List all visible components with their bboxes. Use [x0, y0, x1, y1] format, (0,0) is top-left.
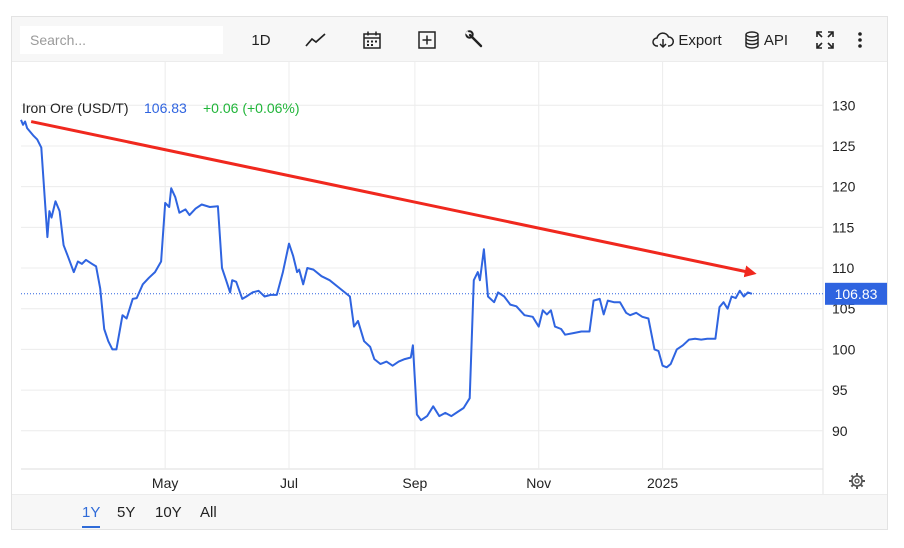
interval-label: 1D [251, 31, 271, 49]
database-icon [744, 31, 760, 49]
more-menu-button[interactable] [850, 27, 870, 53]
gear-icon [849, 473, 865, 489]
x-tick-label: May [152, 475, 178, 491]
wrench-icon [465, 30, 485, 50]
chart-widget: 1D [11, 16, 888, 530]
range-selector: 1Y 5Y 10Y All [12, 494, 887, 529]
toolbar: 1D [12, 17, 887, 62]
y-tick-label: 110 [832, 260, 855, 276]
x-tick-label: Sep [402, 475, 427, 491]
plus-square-icon [417, 30, 437, 50]
calendar-icon [362, 30, 382, 50]
range-5y[interactable]: 5Y [117, 504, 136, 521]
y-tick-label: 100 [832, 341, 856, 357]
cloud-download-icon [652, 31, 675, 49]
y-tick-label: 95 [832, 382, 848, 398]
x-tick-label: 2025 [647, 475, 678, 491]
price-chart[interactable]: May Jul Sep Nov 2025 90951001051101151201251… [12, 61, 887, 495]
y-tick-label: 120 [832, 179, 856, 195]
last-value-tag [825, 282, 887, 305]
x-tick-label: Jul [280, 475, 298, 491]
x-tick-label: Nov [526, 475, 551, 491]
add-indicator-button[interactable] [414, 27, 440, 53]
instrument-label: Iron Ore (USD/T) [22, 100, 129, 116]
chart-settings-button[interactable] [849, 473, 865, 489]
chart-area[interactable]: May Jul Sep Nov 2025 90 95 100 105 110 115 120 125 1… [12, 61, 887, 495]
fullscreen-button[interactable] [812, 27, 838, 53]
chart-type-button[interactable] [303, 27, 329, 53]
export-button[interactable]: Export [649, 27, 725, 53]
y-tick-label: 115 [832, 219, 855, 235]
fullscreen-icon [815, 30, 835, 50]
change-label: +0.06 (+0.06%) [203, 100, 300, 116]
search-input[interactable] [20, 26, 223, 54]
date-range-button[interactable] [359, 27, 385, 53]
range-10y[interactable]: 10Y [155, 504, 182, 521]
range-all[interactable]: All [200, 504, 217, 521]
last-value-label: 106.83 [144, 100, 187, 116]
more-vertical-icon [857, 30, 863, 50]
y-tick-label: 130 [832, 97, 856, 113]
y-tick-label: 90 [832, 423, 848, 439]
export-label: Export [678, 31, 722, 49]
interval-button[interactable]: 1D [248, 27, 274, 53]
settings-tools-button[interactable] [462, 27, 488, 53]
api-label: API [763, 31, 789, 49]
range-1y[interactable]: 1Y [82, 504, 101, 528]
line-chart-icon [305, 32, 327, 48]
series-line [20, 119, 753, 422]
trend-arrow [30, 120, 757, 278]
api-button[interactable]: API [742, 27, 790, 53]
y-tick-label: 125 [832, 138, 856, 154]
last-value-tag-label: 106.83 [835, 286, 878, 302]
